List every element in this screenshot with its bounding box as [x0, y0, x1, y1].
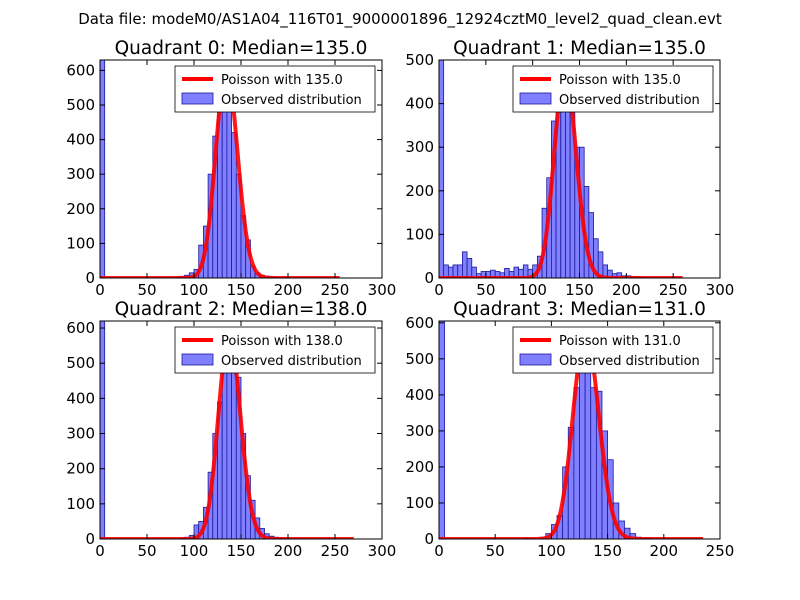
y-tick-label: 300 — [66, 425, 95, 443]
x-tick-label: 100 — [180, 542, 209, 560]
y-tick-label: 200 — [405, 182, 434, 200]
y-tick-label: 0 — [424, 530, 434, 548]
subplot-title: Quadrant 1: Median=135.0 — [453, 38, 706, 59]
x-tick-label: 0 — [95, 542, 105, 560]
legend-bar-swatch — [519, 353, 552, 366]
histogram-bar — [471, 266, 477, 278]
y-tick-label: 300 — [66, 165, 95, 183]
legend: Poisson with 135.0 Observed distribution — [174, 65, 376, 113]
x-tick-label: 100 — [180, 281, 209, 299]
x-tick-label: 200 — [274, 281, 303, 299]
x-tick-label: 250 — [706, 542, 735, 560]
legend: Poisson with 135.0 Observed distribution — [512, 65, 714, 113]
y-tick-label: 100 — [66, 234, 95, 252]
y-tick-label: 600 — [66, 319, 95, 337]
y-tick-label: 500 — [405, 350, 434, 368]
y-tick-label: 200 — [66, 200, 95, 218]
y-tick-label: 500 — [66, 96, 95, 114]
y-tick-label: 0 — [85, 530, 95, 548]
legend-poisson-label: Poisson with 131.0 — [559, 334, 681, 349]
legend-observed-label: Observed distribution — [559, 93, 700, 108]
y-tick-label: 400 — [405, 95, 434, 113]
subplot-2: Quadrant 2: Median=138.0 0 50 100 150 200 250 3… — [66, 299, 396, 560]
y-tick-label: 200 — [66, 460, 95, 478]
x-tick-label: 250 — [659, 281, 688, 299]
x-tick-label: 0 — [434, 542, 444, 560]
subplot-1: Quadrant 1: Median=135.0 0 50 100 150 200 250 3… — [405, 38, 734, 299]
histogram-bar — [100, 321, 106, 539]
x-tick-label: 300 — [706, 281, 735, 299]
subplot-3: Quadrant 3: Median=131.0 0 50 100 150 200 250 0… — [405, 299, 734, 560]
x-tick-label: 150 — [227, 281, 256, 299]
histogram-bar — [462, 251, 468, 278]
y-tick-label: 400 — [66, 131, 95, 149]
y-tick-label: 300 — [405, 138, 434, 156]
y-tick-label: 100 — [405, 494, 434, 512]
poisson-curve — [439, 331, 705, 539]
x-tick-label: 200 — [649, 542, 678, 560]
legend-bar-swatch — [181, 353, 214, 366]
y-tick-label: 200 — [405, 458, 434, 476]
y-tick-label: 0 — [85, 269, 95, 287]
x-tick-label: 200 — [274, 542, 303, 560]
subplot-title: Quadrant 3: Median=131.0 — [453, 299, 706, 320]
y-tick-label: 0 — [424, 269, 434, 287]
subplot-0: Quadrant 0: Median=135.0 0 50 100 150 200 250 3… — [66, 38, 396, 299]
histogram-bar — [439, 60, 445, 278]
y-tick-label: 500 — [405, 51, 434, 69]
y-tick-label: 600 — [405, 314, 434, 332]
x-tick-label: 100 — [537, 542, 566, 560]
x-tick-label: 50 — [137, 542, 156, 560]
x-tick-label: 150 — [593, 542, 622, 560]
histogram-bar — [226, 94, 232, 278]
y-tick-label: 100 — [66, 495, 95, 513]
y-tick-label: 400 — [66, 389, 95, 407]
legend: Poisson with 138.0 Observed distribution — [174, 326, 376, 374]
legend-observed-label: Observed distribution — [221, 354, 362, 369]
x-tick-label: 0 — [95, 281, 105, 299]
legend-observed-label: Observed distribution — [221, 93, 362, 108]
legend-bar-swatch — [181, 92, 214, 105]
y-tick-label: 400 — [405, 386, 434, 404]
x-tick-label: 250 — [321, 542, 350, 560]
x-tick-label: 300 — [368, 281, 397, 299]
x-tick-label: 50 — [137, 281, 156, 299]
histogram-bar — [439, 321, 446, 539]
x-tick-label: 50 — [486, 542, 505, 560]
y-tick-label: 600 — [66, 61, 95, 79]
legend-poisson-label: Poisson with 135.0 — [559, 73, 681, 88]
y-tick-label: 500 — [66, 354, 95, 372]
x-tick-label: 200 — [612, 281, 641, 299]
legend-bar-swatch — [519, 92, 552, 105]
x-tick-label: 150 — [565, 281, 594, 299]
axes-frame — [438, 320, 721, 540]
x-tick-label: 100 — [518, 281, 547, 299]
x-tick-label: 50 — [476, 281, 495, 299]
histogram-bar — [466, 257, 473, 278]
histogram-bar — [231, 132, 237, 278]
legend-poisson-label: Poisson with 138.0 — [221, 334, 343, 349]
legend-poisson-label: Poisson with 135.0 — [221, 73, 343, 88]
x-tick-label: 150 — [227, 542, 256, 560]
histogram-bar — [100, 60, 106, 278]
histogram-bar — [590, 387, 597, 539]
subplot-title: Quadrant 2: Median=138.0 — [115, 299, 368, 320]
y-tick-label: 300 — [405, 422, 434, 440]
x-tick-label: 300 — [368, 542, 397, 560]
figure-suptitle: Data file: modeM0/AS1A04_116T01_90000018… — [78, 10, 722, 29]
x-tick-label: 0 — [434, 281, 444, 299]
x-tick-label: 250 — [321, 281, 350, 299]
legend-observed-label: Observed distribution — [559, 354, 700, 369]
y-tick-label: 100 — [405, 225, 434, 243]
histogram-bar — [584, 351, 592, 539]
legend: Poisson with 131.0 Observed distribution — [512, 326, 714, 374]
subplot-title: Quadrant 0: Median=135.0 — [115, 38, 368, 59]
